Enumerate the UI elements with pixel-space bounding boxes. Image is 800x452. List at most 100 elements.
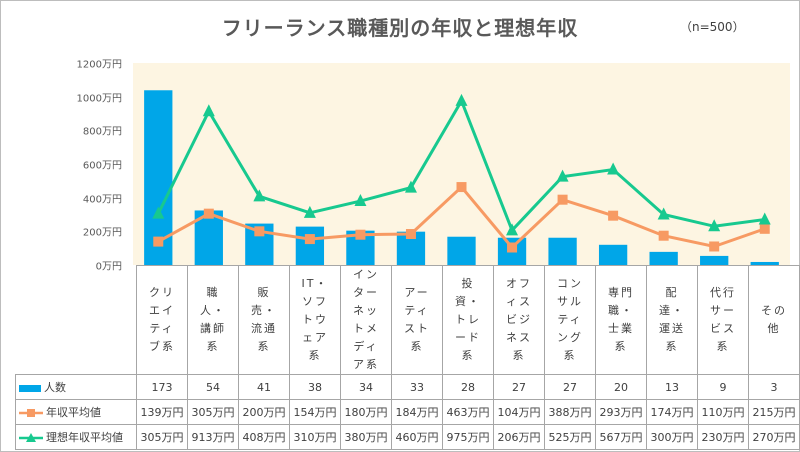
table-value: 388万円 — [544, 399, 596, 425]
category-label: 配達・運送系 — [646, 265, 698, 375]
table-value: 184万円 — [391, 399, 443, 425]
marker-triangle — [506, 223, 519, 236]
bar-count — [649, 251, 678, 265]
marker-square — [456, 182, 467, 193]
marker-triangle — [708, 219, 721, 232]
category-text: 投資・トレード系 — [455, 277, 481, 362]
table-value: 913万円 — [187, 424, 239, 450]
y-tick-label: 600万円 — [82, 160, 122, 172]
category-label: 職人・講師系 — [187, 265, 239, 375]
category-label: 代行サービス系 — [697, 265, 749, 375]
table-value: 460万円 — [391, 424, 443, 450]
legend-item: 年収平均値 — [15, 399, 137, 425]
table-value: 310万円 — [289, 424, 341, 450]
category-text: インターネットメディア系 — [353, 268, 379, 371]
bar-count — [700, 255, 729, 265]
legend-bar-swatch — [19, 384, 41, 392]
marker-square — [507, 242, 518, 253]
table-value: 154万円 — [289, 399, 341, 425]
table-value: 293万円 — [595, 399, 647, 425]
table-value: 104万円 — [493, 399, 545, 425]
marker-square — [557, 194, 568, 205]
table-value: 567万円 — [595, 424, 647, 450]
marker-square — [608, 210, 619, 221]
legend-item: 人数 — [15, 374, 137, 400]
chart-title: フリーランス職種別の年収と理想年収 — [221, 16, 579, 40]
table-value: 173 — [136, 374, 188, 400]
marker-triangle — [404, 180, 417, 193]
legend-line-swatch — [19, 409, 43, 417]
y-tick-label: 800万円 — [82, 126, 122, 138]
category-label: クリエイティブ系 — [136, 265, 188, 375]
sample-size-note: （n=500） — [680, 20, 745, 34]
category-text: コンサルティング系 — [557, 277, 583, 362]
bar-count — [295, 226, 325, 265]
bar-count — [548, 237, 577, 265]
table-value: 206万円 — [493, 424, 545, 450]
table-value: 463万円 — [442, 399, 494, 425]
data-table: クリエイティブ系 職人・講師系 販売・流通系 IT・ソフトウェア系 インターネットメディ… — [15, 265, 800, 450]
table-value: 139万円 — [136, 399, 188, 425]
table-corner — [15, 265, 137, 375]
marker-triangle — [303, 205, 316, 218]
y-tick-label: 1000万円 — [76, 93, 122, 105]
table-value: 54 — [187, 374, 239, 400]
category-label: 専門職・士業系 — [595, 265, 647, 375]
legend-label: 人数 — [44, 381, 66, 394]
category-text: 代行サービス系 — [710, 286, 736, 353]
category-label: IT・ソフトウェア系 — [289, 265, 341, 375]
marker-triangle — [607, 162, 620, 175]
legend-label: 理想年収平均値 — [46, 431, 123, 444]
table-value: 3 — [748, 374, 800, 400]
marker-triangle — [758, 212, 771, 225]
bar-count — [598, 244, 628, 265]
marker-triangle — [202, 104, 215, 117]
marker-square — [709, 241, 720, 252]
category-text: その他 — [761, 304, 787, 335]
table-value: 13 — [646, 374, 698, 400]
marker-square — [153, 236, 164, 247]
marker-square — [405, 229, 416, 240]
table-value: 34 — [340, 374, 392, 400]
table-value: 41 — [238, 374, 290, 400]
table-value: 230万円 — [697, 424, 749, 450]
plot-area — [133, 63, 790, 265]
legend-label: 年収平均値 — [46, 406, 101, 419]
category-text: 配達・運送系 — [659, 286, 685, 353]
category-label: 販売・流通系 — [238, 265, 290, 375]
bar-count — [750, 261, 779, 265]
marker-square — [254, 226, 265, 237]
category-label: その他 — [748, 265, 800, 375]
marker-triangle — [556, 169, 569, 182]
category-label: アーティスト系 — [391, 265, 443, 375]
table-value: 200万円 — [238, 399, 290, 425]
marker-triangle — [253, 189, 266, 202]
table-value: 27 — [544, 374, 596, 400]
table-value: 270万円 — [748, 424, 800, 450]
table-value: 300万円 — [646, 424, 698, 450]
category-text: 専門職・士業系 — [608, 286, 634, 353]
chart-svg — [144, 90, 779, 265]
table-value: 525万円 — [544, 424, 596, 450]
y-tick-label: 1200万円 — [76, 59, 122, 71]
table-value: 305万円 — [187, 399, 239, 425]
series-line — [156, 97, 765, 234]
table-value: 215万円 — [748, 399, 800, 425]
table-value: 975万円 — [442, 424, 494, 450]
y-tick-label: 400万円 — [82, 194, 122, 206]
category-label: オフィスビジネス系 — [493, 265, 545, 375]
table-value: 305万円 — [136, 424, 188, 450]
category-label: コンサルティング系 — [544, 265, 596, 375]
table-value: 38 — [289, 374, 341, 400]
marker-triangle — [657, 207, 670, 220]
category-label: 投資・トレード系 — [442, 265, 494, 375]
category-label: インターネットメディア系 — [340, 265, 392, 375]
table-value: 28 — [442, 374, 494, 400]
marker-square — [304, 234, 315, 245]
category-text: クリエイティブ系 — [149, 286, 175, 353]
marker-square — [203, 208, 214, 219]
marker-triangle — [354, 194, 367, 207]
marker-square — [355, 229, 366, 240]
table-value: 180万円 — [340, 399, 392, 425]
bar-count — [447, 236, 476, 265]
